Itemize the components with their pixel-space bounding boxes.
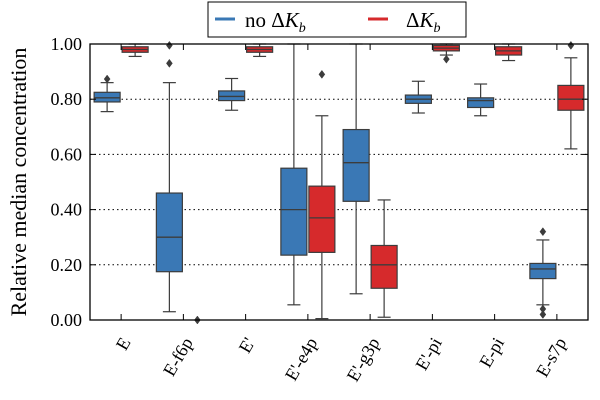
box-iqr bbox=[93, 91, 121, 103]
y-tick-label: 0.60 bbox=[51, 144, 83, 164]
x-tick-label: E'-g3p bbox=[343, 334, 384, 385]
outlier-point bbox=[443, 54, 450, 64]
y-tick-label: 0.20 bbox=[51, 255, 83, 275]
box-iqr bbox=[308, 185, 336, 253]
x-tick-label: E-pi bbox=[475, 334, 508, 371]
outlier-point bbox=[318, 69, 326, 79]
x-tick-label: E-f6p bbox=[159, 334, 197, 379]
outlier-point bbox=[539, 227, 547, 237]
box-iqr bbox=[218, 90, 246, 102]
box-iqr bbox=[467, 97, 495, 109]
box-dkb-E-s7p bbox=[557, 40, 585, 150]
y-tick-label: 1.00 bbox=[51, 34, 83, 54]
box-iqr bbox=[557, 84, 585, 111]
box-no-dkb-E-pi bbox=[467, 83, 495, 117]
outlier-point bbox=[539, 310, 547, 319]
grid-lines bbox=[90, 98, 588, 266]
x-tick-label: E bbox=[112, 334, 135, 354]
box-dkb-Ep--g3p bbox=[370, 199, 398, 318]
box-dkb-E bbox=[121, 43, 149, 58]
box-no-dkb-Ep--pi bbox=[404, 80, 432, 114]
box-dkb-Ep--pi bbox=[432, 43, 460, 64]
box-no-dkb-Ep- bbox=[218, 77, 246, 111]
box-no-dkb-E-f6p bbox=[155, 40, 183, 313]
x-tick-label: E' bbox=[235, 334, 259, 356]
x-tick-label: E'-e4p bbox=[281, 334, 321, 384]
outlier-point bbox=[166, 40, 173, 50]
x-tick-label: E-s7p bbox=[532, 334, 570, 380]
y-axis-title: Relative median concentration bbox=[6, 48, 31, 317]
y-tick-label: 0.00 bbox=[51, 310, 83, 330]
box-no-dkb-Ep--e4p bbox=[280, 43, 308, 306]
plot-frame bbox=[89, 43, 589, 321]
box-iqr bbox=[155, 192, 183, 273]
legend: no ΔKb ΔKb bbox=[207, 1, 467, 38]
outlier-point bbox=[103, 74, 111, 84]
box-iqr bbox=[529, 262, 557, 280]
legend-label-no-dkb: no ΔKb bbox=[245, 8, 306, 36]
x-tick-label: E'-pi bbox=[411, 334, 445, 374]
box-iqr bbox=[370, 244, 398, 289]
box-dkb-Ep- bbox=[246, 43, 274, 58]
box-no-dkb-E bbox=[93, 74, 121, 113]
y-tick-label: 0.80 bbox=[51, 89, 83, 109]
outlier-point bbox=[567, 40, 575, 50]
legend-label-dkb: ΔKb bbox=[406, 8, 441, 36]
box-dkb-Ep--e4p bbox=[308, 69, 336, 320]
box-iqr bbox=[342, 128, 370, 202]
box-no-dkb-Ep--g3p bbox=[342, 43, 370, 295]
box-no-dkb-E-s7p bbox=[529, 227, 557, 319]
box-plot-series bbox=[93, 40, 585, 325]
box-dkb-E-pi bbox=[495, 43, 523, 62]
y-axis-ticks: 0.00 0.20 0.40 0.60 0.80 1.00 bbox=[51, 34, 588, 330]
box-iqr bbox=[280, 167, 308, 256]
legend-frame bbox=[207, 1, 467, 38]
outlier-point bbox=[166, 58, 173, 68]
y-tick-label: 0.40 bbox=[51, 200, 83, 220]
